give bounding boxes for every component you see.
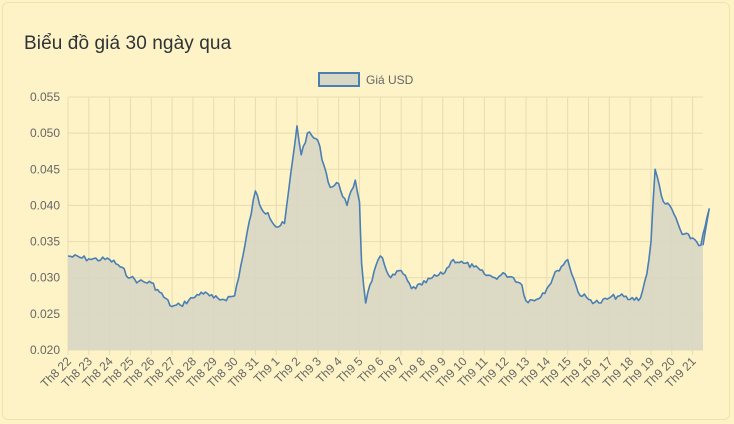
y-tick-label: 0.050	[30, 126, 60, 140]
y-tick-label: 0.045	[30, 162, 60, 176]
y-tick-label: 0.025	[30, 307, 60, 321]
price-area-fill	[68, 125, 710, 351]
y-tick-label: 0.035	[30, 235, 60, 249]
legend-label: Giá USD	[366, 73, 414, 87]
y-tick-label: 0.055	[30, 90, 60, 104]
legend[interactable]: Giá USD	[318, 72, 414, 87]
y-axis-ticks: 0.055 0.050 0.045 0.040 0.035 0.030 0.025 0.020	[30, 90, 60, 357]
y-tick-label: 0.040	[30, 198, 60, 212]
legend-swatch	[318, 72, 360, 87]
y-tick-label: 0.030	[30, 271, 60, 285]
price-line	[67, 125, 710, 308]
y-tick-label: 0.020	[30, 343, 60, 357]
chart-title: Biểu đồ giá 30 ngày qua	[24, 33, 232, 54]
